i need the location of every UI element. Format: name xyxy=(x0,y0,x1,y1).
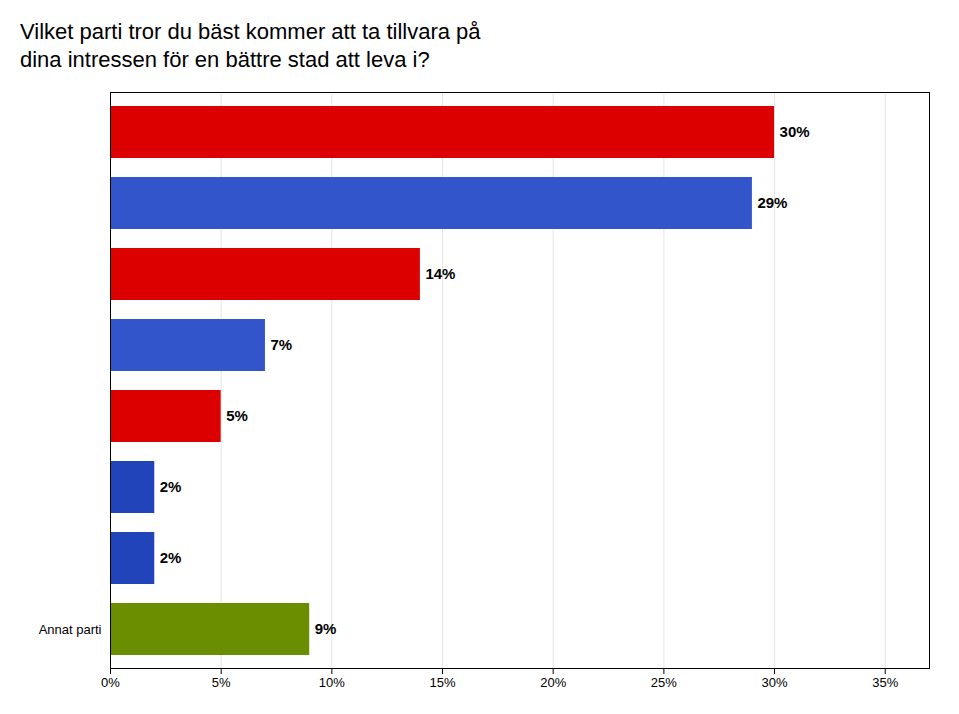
svg-text:30%: 30% xyxy=(762,675,788,690)
svg-text:5%: 5% xyxy=(212,675,231,690)
svg-text:10%: 10% xyxy=(319,675,345,690)
html-text:Vilket parti tror du bäst komm: Vilket parti tror du bäst kommer att ta … xyxy=(20,19,481,44)
svg-text:14%: 14% xyxy=(425,265,455,282)
svg-text:5%: 5% xyxy=(226,407,248,424)
svg-text:7%: 7% xyxy=(270,336,292,353)
svg-text:15%: 15% xyxy=(430,675,456,690)
html-text:dina intressen för en bättre s: dina intressen för en bättre stad att le… xyxy=(20,47,430,72)
svg-text:30%: 30% xyxy=(780,123,810,140)
svg-text:0%: 0% xyxy=(101,675,120,690)
svg-text:35%: 35% xyxy=(872,675,898,690)
svg-text:Annat parti: Annat parti xyxy=(39,622,102,637)
svg-text:2%: 2% xyxy=(160,478,182,495)
svg-text:25%: 25% xyxy=(651,675,677,690)
svg-text:2%: 2% xyxy=(160,549,182,566)
svg-text:29%: 29% xyxy=(757,194,787,211)
svg-text:20%: 20% xyxy=(540,675,566,690)
svg-text:9%: 9% xyxy=(315,620,337,637)
